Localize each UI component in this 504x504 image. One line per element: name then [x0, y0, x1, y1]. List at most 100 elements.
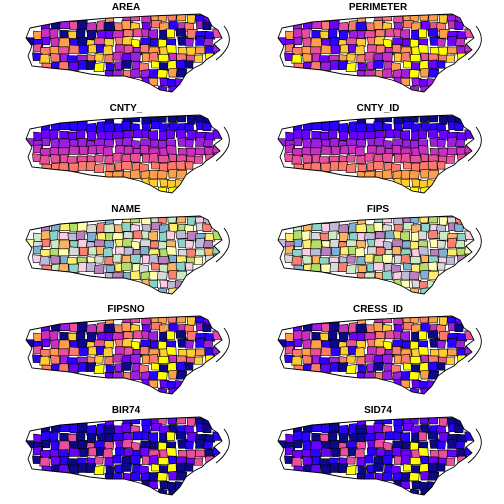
county-shape — [329, 120, 340, 131]
county-shape — [39, 47, 51, 56]
county-shape — [278, 137, 288, 146]
county-shape — [148, 169, 160, 180]
county-shape — [301, 431, 311, 442]
county-shape — [123, 347, 134, 356]
county-shape — [310, 61, 321, 71]
county-shape — [184, 60, 194, 69]
county-shape — [400, 270, 412, 280]
county-shape — [340, 346, 350, 356]
county-shape — [58, 147, 70, 156]
county-shape — [410, 62, 421, 71]
county-shape — [50, 53, 61, 63]
county-shape — [302, 339, 312, 350]
county-shape — [321, 21, 331, 31]
county-shape — [121, 221, 132, 232]
county-shape — [331, 145, 341, 155]
county-shape — [77, 339, 88, 349]
county-shape — [50, 37, 60, 47]
county-shape — [329, 322, 340, 333]
county-shape — [157, 356, 169, 365]
county-shape — [327, 129, 338, 140]
county-shape — [39, 356, 51, 366]
county-shape — [427, 160, 438, 170]
state-outline — [277, 114, 475, 194]
county-shape — [130, 269, 141, 280]
county-shape — [105, 62, 115, 71]
county-shape — [123, 145, 134, 155]
county-shape — [365, 425, 376, 435]
county-shape — [319, 30, 330, 39]
county-shape — [157, 457, 169, 466]
county-shape — [67, 333, 78, 342]
county-shape — [464, 245, 474, 254]
county-shape — [445, 457, 456, 466]
county-shape — [321, 121, 331, 132]
county-shape — [130, 38, 140, 48]
county-shape — [400, 380, 410, 389]
panel-title: BIR74 — [111, 405, 141, 417]
county-shape — [149, 38, 160, 47]
county-shape — [420, 153, 430, 162]
county-shape — [454, 122, 464, 131]
county-shape — [345, 62, 357, 72]
county-shape — [123, 45, 134, 54]
county-shape — [93, 364, 105, 375]
outer-banks-coastline — [467, 126, 482, 162]
county-shape — [436, 441, 446, 450]
county-shape — [94, 456, 104, 465]
county-shape — [310, 440, 323, 451]
county-shape — [373, 20, 384, 30]
county-shape — [148, 454, 159, 466]
county-shape — [120, 59, 132, 69]
county-shape — [367, 44, 377, 53]
county-shape — [130, 139, 140, 149]
county-shape — [166, 28, 176, 38]
map-panel: NAME — [0, 202, 252, 302]
county-shape — [112, 271, 123, 282]
county-shape — [115, 447, 125, 456]
county-shape — [364, 372, 375, 383]
county-shape — [464, 447, 474, 456]
county-shape — [319, 434, 330, 443]
county-shape — [302, 153, 313, 164]
county-shape — [454, 21, 464, 31]
county-shape — [67, 232, 78, 241]
county-shape — [456, 131, 468, 141]
state-outline — [277, 315, 475, 395]
county-shape — [382, 341, 392, 351]
county-shape — [193, 457, 204, 466]
county-shape — [372, 362, 384, 372]
county-shape — [364, 30, 376, 39]
county-shape — [166, 145, 177, 155]
county-shape — [291, 456, 303, 467]
county-shape — [112, 170, 123, 181]
county-shape — [456, 30, 468, 40]
county-shape — [329, 339, 340, 349]
county-shape — [356, 457, 366, 467]
county-shape — [427, 330, 439, 340]
county-shape — [194, 147, 206, 155]
county-shape — [120, 160, 132, 170]
county-shape — [149, 340, 160, 349]
county-shape — [329, 19, 340, 30]
county-shape — [112, 231, 124, 240]
county-shape — [346, 154, 356, 163]
county-shape — [382, 471, 393, 482]
county-shape — [391, 447, 402, 456]
county-shape — [418, 145, 429, 155]
county-shape — [400, 152, 411, 164]
county-shape — [148, 178, 158, 187]
county-shape — [354, 246, 365, 257]
county-shape — [418, 447, 429, 457]
county-shape — [302, 37, 312, 47]
county-shape — [365, 324, 376, 334]
county-shape — [176, 14, 187, 22]
county-shape — [158, 62, 169, 71]
county-shape — [175, 330, 187, 340]
county-shape — [202, 424, 212, 434]
county-choropleth-map — [277, 13, 482, 93]
county-shape — [345, 263, 357, 274]
county-shape — [184, 161, 194, 170]
county-shape — [365, 123, 376, 132]
county-choropleth-map — [277, 315, 482, 395]
